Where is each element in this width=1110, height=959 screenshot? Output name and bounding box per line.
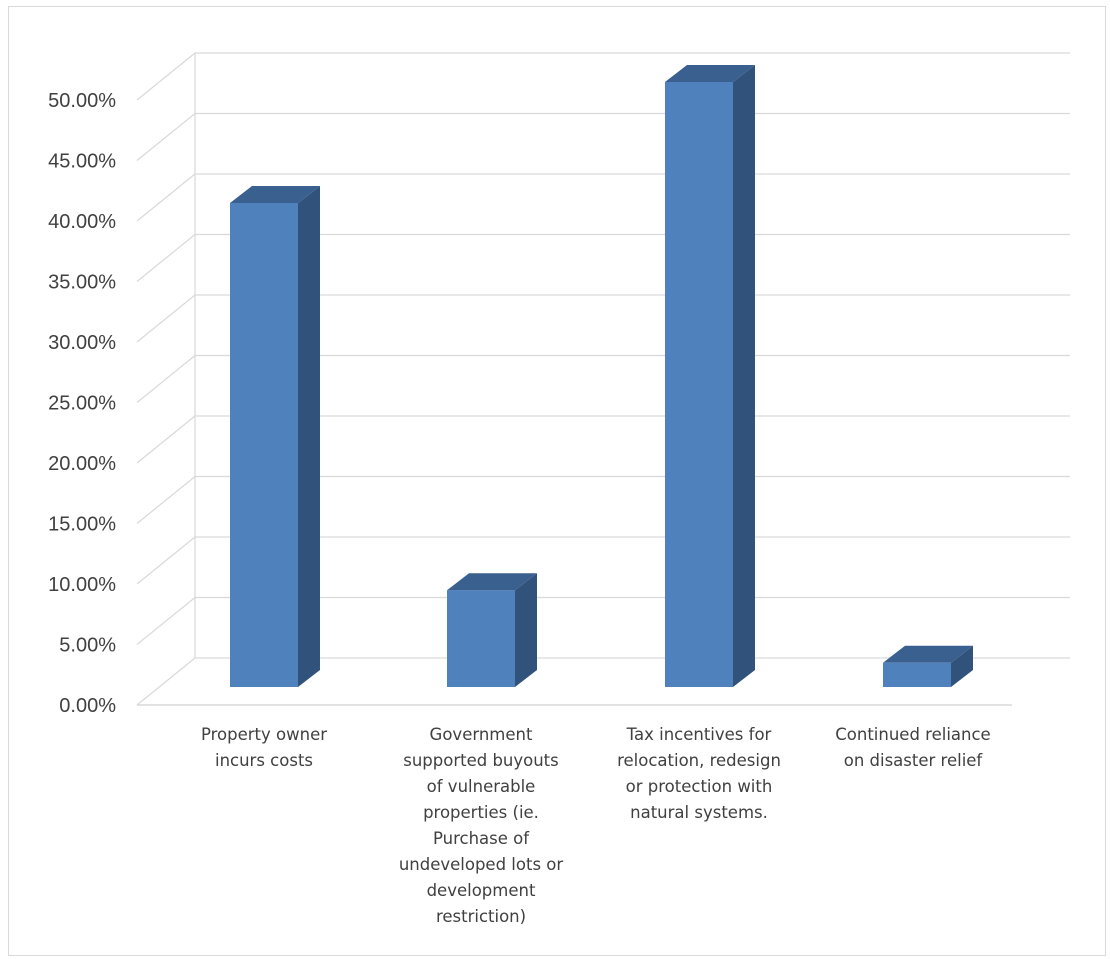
bar-top bbox=[665, 65, 755, 82]
x-category-label: Government supported buyouts of vulnerable… bbox=[399, 725, 564, 926]
x-category-label-line: relocation, redesign bbox=[617, 751, 781, 770]
y-tick-label: 30.00% bbox=[48, 332, 116, 354]
gridline-diagonal bbox=[136, 597, 196, 645]
x-category-label: Continued reliance on disaster relief bbox=[835, 725, 990, 770]
x-category-label-line: properties (ie. bbox=[423, 803, 539, 822]
x-category-label-line: restriction) bbox=[436, 907, 526, 926]
bar-front bbox=[665, 82, 733, 687]
bar-side bbox=[515, 573, 537, 687]
x-category-label-line: Property owner bbox=[201, 725, 327, 744]
x-axis-categories: Property owner incurs costs Government supp… bbox=[201, 725, 991, 926]
y-tick-label: 15.00% bbox=[48, 514, 116, 536]
y-tick-label: 35.00% bbox=[48, 272, 116, 294]
x-category-label-line: Tax incentives for bbox=[626, 725, 772, 744]
x-category-label-line: incurs costs bbox=[215, 751, 313, 770]
x-category-label-line: development bbox=[427, 881, 536, 900]
x-category-label: Property owner incurs costs bbox=[201, 725, 327, 770]
bar-side bbox=[298, 186, 320, 687]
y-tick-label: 40.00% bbox=[48, 211, 116, 233]
bar bbox=[883, 645, 973, 687]
bar bbox=[447, 573, 537, 687]
x-category-label-line: Purchase of bbox=[433, 829, 530, 848]
bar-front bbox=[230, 203, 298, 687]
y-tick-label: 10.00% bbox=[48, 574, 116, 596]
bar-front bbox=[883, 662, 951, 687]
x-category-label-line: undeveloped lots or bbox=[399, 855, 564, 874]
bar-side bbox=[733, 65, 755, 687]
x-category-label-line: Continued reliance bbox=[835, 725, 990, 744]
x-category-label-line: of vulnerable bbox=[427, 777, 536, 796]
x-category-label-line: natural systems. bbox=[630, 803, 768, 822]
gridline-diagonal bbox=[136, 173, 196, 222]
gridline-diagonal bbox=[136, 476, 196, 524]
gridline-diagonal bbox=[136, 657, 196, 706]
bars bbox=[230, 65, 973, 687]
x-category-label: Tax incentives for relocation, redesign or… bbox=[617, 725, 781, 822]
gridline-diagonal bbox=[136, 294, 196, 343]
x-category-label-line: or protection with bbox=[626, 777, 773, 796]
bar bbox=[230, 186, 320, 687]
x-category-label-line: supported buyouts bbox=[403, 751, 559, 770]
y-tick-label: 20.00% bbox=[48, 453, 116, 475]
bar-top bbox=[230, 186, 320, 203]
x-category-label-line: Government bbox=[430, 725, 533, 744]
gridline-diagonal bbox=[136, 113, 196, 161]
gridlines bbox=[136, 52, 1070, 706]
y-tick-label: 45.00% bbox=[48, 151, 116, 173]
bar-top bbox=[883, 645, 973, 663]
gridline-diagonal bbox=[136, 536, 196, 585]
y-axis-ticks: 0.00% 5.00% 10.00% 15.00% 20.00% 25.00% 30.00%… bbox=[48, 90, 116, 717]
bar bbox=[665, 65, 755, 687]
y-tick-label: 0.00% bbox=[59, 695, 116, 717]
x-category-label-line: on disaster relief bbox=[844, 751, 984, 770]
bar-side bbox=[951, 645, 973, 687]
gridline-diagonal bbox=[136, 234, 196, 282]
chart-frame bbox=[8, 6, 1106, 956]
y-tick-label: 50.00% bbox=[48, 90, 116, 112]
y-tick-label: 25.00% bbox=[48, 393, 116, 415]
bar-front bbox=[447, 590, 515, 687]
gridline-diagonal bbox=[136, 52, 196, 101]
gridline-diagonal bbox=[136, 355, 196, 403]
y-tick-label: 5.00% bbox=[59, 635, 116, 657]
bar-top bbox=[447, 573, 537, 591]
gridline-diagonal bbox=[136, 415, 196, 464]
